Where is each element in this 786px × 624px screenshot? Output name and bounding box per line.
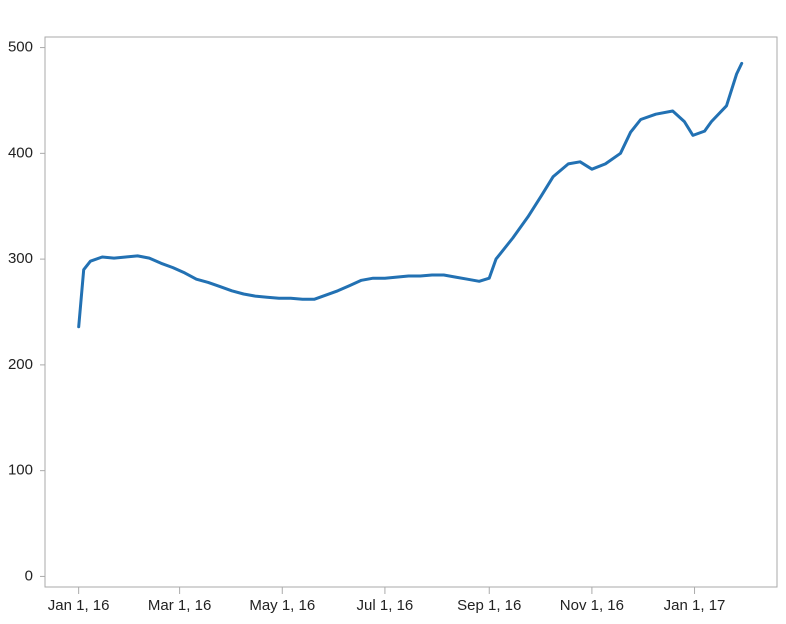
y-tick-label: 500 bbox=[8, 39, 33, 56]
y-tick-label: 400 bbox=[8, 144, 33, 161]
x-tick-label: Jan 1, 17 bbox=[664, 597, 726, 614]
plot-frame bbox=[44, 36, 778, 588]
x-tick-label: Mar 1, 16 bbox=[148, 597, 211, 614]
y-tick-label: 300 bbox=[8, 250, 33, 267]
data-line bbox=[77, 61, 744, 329]
y-tick-label: 0 bbox=[25, 567, 33, 584]
x-tick-label: Nov 1, 16 bbox=[560, 597, 624, 614]
y-tick-label: 100 bbox=[8, 462, 33, 479]
x-tick-label: Jan 1, 16 bbox=[48, 597, 110, 614]
x-tick-label: Sep 1, 16 bbox=[457, 597, 521, 614]
x-tick-label: Jul 1, 16 bbox=[357, 597, 414, 614]
y-tick-label: 200 bbox=[8, 356, 33, 373]
x-tick-label: May 1, 16 bbox=[249, 597, 315, 614]
